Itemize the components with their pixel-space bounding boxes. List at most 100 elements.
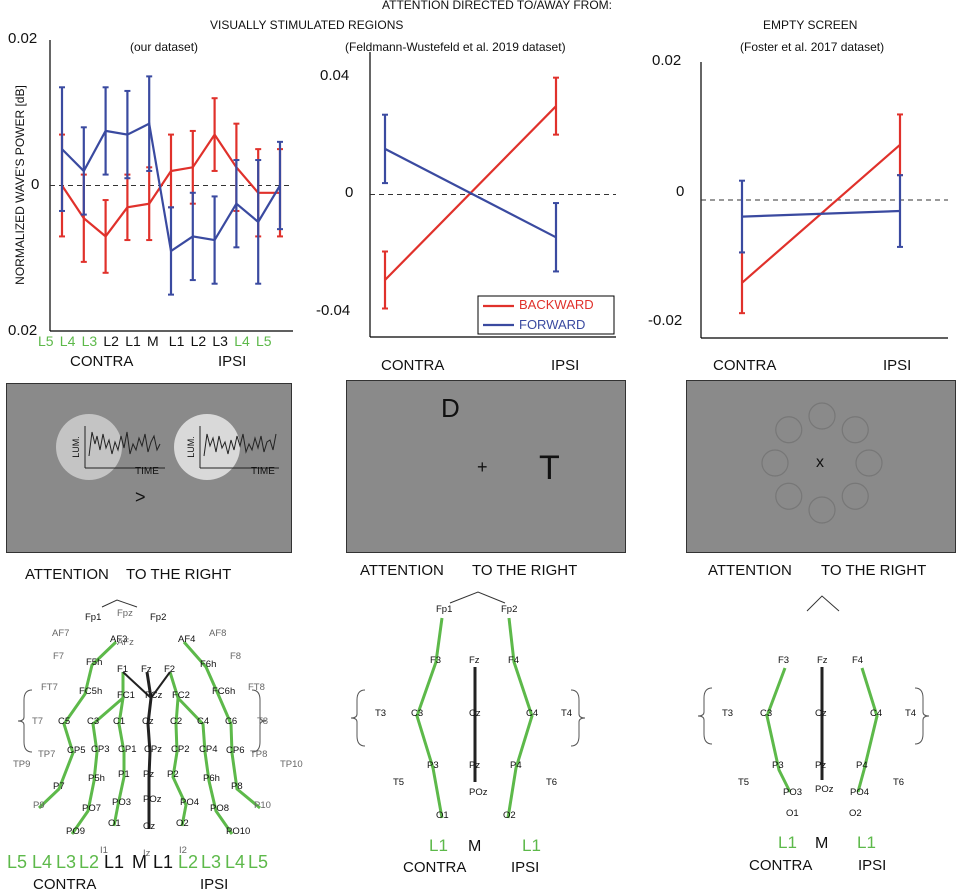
electrode-mid-t3: T3: [375, 708, 387, 719]
right-level-m: M: [815, 835, 829, 852]
electrode-mid-cz: Cz: [469, 708, 481, 719]
mid-nose: [449, 591, 506, 604]
electrode-left-fc2: FC2: [172, 690, 190, 701]
electrode-right-cz: Cz: [815, 708, 827, 719]
electrode-left-fc6h: FC6h: [212, 686, 236, 697]
electrode-right-po4: PO4: [850, 787, 870, 798]
electrode-left-fc1: FC1: [117, 690, 135, 701]
mid-level-m: M: [468, 838, 482, 855]
mid-montage-ipsi: IPSI: [511, 859, 540, 876]
electrode-left-cp6: CP6: [226, 745, 245, 756]
electrode-left-c4: C4: [197, 716, 210, 727]
electrode-left-i2: I2: [179, 845, 187, 856]
electrode-left-cz: Cz: [142, 716, 154, 727]
electrode-right-poz: POz: [815, 784, 834, 795]
placeholder-circle: [808, 496, 836, 524]
electrode-left-cp3: CP3: [91, 744, 110, 755]
right-brace-l: [697, 687, 713, 745]
right-panel-title: EMPTY SCREEN: [763, 18, 858, 32]
electrode-left-cp1: CP1: [118, 744, 137, 755]
mid-brace-l: [350, 689, 366, 747]
left-stimulus-graphics: [56, 414, 279, 480]
electrode-right-c4: C4: [870, 708, 883, 719]
electrode-right-f3: F3: [778, 655, 790, 666]
electrode-left-cpz: CPz: [144, 744, 162, 755]
placeholder-circle: [775, 482, 803, 510]
electrode-mid-f3: F3: [430, 655, 442, 666]
attention-cue-arrow: >: [135, 487, 146, 507]
left-xtick-0: L5: [38, 333, 54, 349]
electrode-left-c2: C2: [170, 716, 183, 727]
right-xtick-contra: CONTRA: [713, 357, 777, 374]
electrode-mid-pz: Pz: [469, 760, 481, 771]
left-xtick-3: L2: [103, 333, 119, 349]
left-caption-attention: ATTENTION: [25, 566, 109, 583]
left-ytick-mid: 0: [31, 176, 40, 193]
placeholder-circle: [841, 482, 869, 510]
left-green-chain-0: [37, 640, 118, 810]
electrode-left-p6h: P6h: [203, 773, 220, 784]
mid-level-l1-ipsi: L1: [522, 836, 541, 855]
left-level-8: L3: [201, 852, 222, 872]
left-level-1: L4: [32, 852, 53, 872]
left-caption-right: TO THE RIGHT: [126, 566, 232, 583]
figure-title: ATTENTION DIRECTED TO/AWAY FROM:: [382, 0, 613, 12]
electrode-left-fp2: Fp2: [150, 612, 167, 623]
electrode-right-f4: F4: [852, 655, 864, 666]
placeholder-circle: [841, 416, 869, 444]
mid-right-chain: [506, 617, 534, 819]
placeholder-ring: [761, 402, 883, 524]
left-group-ipsi: IPSI: [218, 353, 247, 370]
electrode-left-tp9: TP9: [13, 759, 31, 770]
electrode-left-pz: Pz: [143, 769, 155, 780]
mid-ytick-mid: 0: [345, 184, 354, 201]
electrode-mid-p3: P3: [427, 760, 439, 771]
electrode-left-po7: PO7: [82, 803, 102, 814]
electrode-mid-fp2: Fp2: [501, 604, 518, 615]
right-right-chain: [856, 667, 879, 793]
left-xtick-6: L1: [168, 333, 185, 349]
left-ytick-top: 0.02: [8, 30, 38, 47]
electrode-right-t6: T6: [893, 777, 905, 788]
right-caption-right: TO THE RIGHT: [821, 562, 927, 579]
electrode-left-tp10: TP10: [280, 759, 303, 770]
mid-panel-subtitle: (Feldmann-Wustefeld et al. 2019 dataset): [345, 40, 566, 54]
legend-forward: FORWARD: [519, 317, 586, 332]
mid-caption-attention: ATTENTION: [360, 562, 444, 579]
electrode-left-iz: Iz: [143, 848, 151, 859]
right-level-l1-ipsi: L1: [857, 833, 876, 852]
mid-xtick-contra: CONTRA: [381, 357, 445, 374]
electrode-right-c3: C3: [760, 708, 773, 719]
legend-backward: BACKWARD: [519, 297, 594, 312]
electrode-left-p1: P1: [118, 769, 130, 780]
stimulus-letter-d: D: [441, 393, 460, 423]
electrode-left-t8: T8: [257, 716, 269, 727]
right-caption-attention: ATTENTION: [708, 562, 792, 579]
right-forward-line: [741, 209, 901, 218]
right-brace-r: [914, 687, 930, 745]
electrode-right-fz: Fz: [817, 655, 828, 666]
electrode-left-ft8: FT8: [248, 682, 265, 693]
right-lum-trace: [203, 433, 277, 457]
electrode-right-po3: PO3: [783, 787, 803, 798]
electrode-left-tp8: TP8: [250, 749, 268, 760]
electrode-left-p10: P10: [254, 800, 271, 811]
electrode-mid-fz: Fz: [469, 655, 480, 666]
right-montage-contra: CONTRA: [749, 857, 813, 874]
electrode-left-p9: P9: [33, 800, 45, 811]
left-level-7: L2: [178, 852, 199, 872]
left-temporal-brace-r: [251, 689, 267, 753]
electrode-left-c1: C1: [113, 716, 126, 727]
electrode-left-f8: F8: [230, 651, 242, 662]
electrode-left-po8: PO8: [210, 803, 230, 814]
placeholder-circle: [808, 402, 836, 430]
electrode-left-fcz: FCz: [145, 690, 163, 701]
mid-forward-line: [384, 147, 557, 239]
electrode-left-t7: T7: [32, 716, 44, 727]
electrode-mid-p4: P4: [510, 760, 522, 771]
electrode-mid-poz: POz: [469, 787, 488, 798]
electrode-left-f1: F1: [117, 664, 129, 675]
right-panel-subtitle: (Foster et al. 2017 dataset): [740, 40, 885, 54]
mid-brace-r: [570, 689, 586, 747]
